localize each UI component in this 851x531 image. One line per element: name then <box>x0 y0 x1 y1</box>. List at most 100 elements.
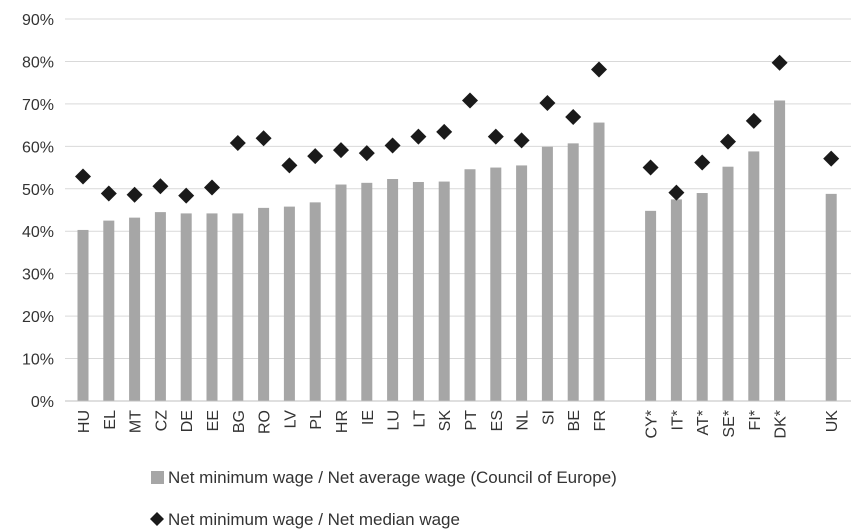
bar <box>516 165 528 401</box>
bar <box>180 213 192 401</box>
x-category-label: MT <box>128 410 145 433</box>
diamond-marker <box>204 179 220 196</box>
x-category-label: HR <box>334 410 351 433</box>
x-category-label: UK <box>824 410 841 433</box>
legend: Net minimum wage / Net average wage (Cou… <box>150 468 617 529</box>
legend-label-bar: Net minimum wage / Net average wage (Cou… <box>168 468 617 487</box>
y-tick-label: 20% <box>22 309 54 326</box>
diamond-marker <box>668 184 685 201</box>
x-category-label: SE* <box>721 410 738 438</box>
y-tick-label: 90% <box>22 12 54 29</box>
y-tick-label: 40% <box>22 224 54 241</box>
diamond-marker <box>100 185 117 202</box>
y-tick-label: 50% <box>22 182 54 199</box>
bar <box>412 181 424 401</box>
bar <box>129 217 141 401</box>
x-axis-category-labels: HU EL MT CZ DE EE BG RO LV PL HR IE LU LT SK PT ES NL SI BE… <box>76 410 841 439</box>
diamond-marker <box>333 142 349 159</box>
x-category-label: RO <box>257 410 274 434</box>
diamond-marker <box>591 61 607 78</box>
diamond-marker <box>745 112 762 129</box>
x-category-label: EE <box>205 410 222 431</box>
bar <box>103 220 115 401</box>
diamond-marker <box>384 137 401 154</box>
x-category-label: IT* <box>669 410 686 430</box>
diamond-marker <box>823 150 840 167</box>
diamond-marker <box>281 157 298 174</box>
diamond-marker <box>436 123 453 140</box>
diamond-marker <box>126 186 143 203</box>
x-category-label: FI* <box>747 410 764 430</box>
diamond-marker <box>462 92 478 109</box>
bar <box>593 122 605 401</box>
y-tick-label: 70% <box>22 97 54 114</box>
bar <box>696 193 708 401</box>
y-tick-label: 10% <box>22 352 54 369</box>
x-category-label: SK <box>437 410 454 432</box>
bar <box>361 182 373 401</box>
bar <box>154 212 166 401</box>
diamond-marker <box>307 148 324 165</box>
legend-swatch-bar <box>151 471 164 484</box>
x-category-label: FR <box>592 410 609 431</box>
diamond-marker <box>539 95 556 112</box>
x-category-label: PL <box>308 410 325 430</box>
legend-label-marker: Net minimum wage / Net median wage <box>168 510 460 529</box>
diamond-marker <box>642 159 659 176</box>
bar <box>258 207 270 401</box>
bar <box>567 143 579 401</box>
diamond-marker <box>720 133 736 150</box>
bar <box>464 169 476 401</box>
x-category-label: DE <box>179 410 196 432</box>
marker-series <box>75 54 840 204</box>
bar <box>232 213 244 401</box>
bar <box>722 166 734 401</box>
diamond-marker <box>513 132 530 149</box>
x-category-label: NL <box>515 410 532 431</box>
x-category-label: BG <box>231 410 248 433</box>
diamond-marker <box>565 109 582 126</box>
bar <box>387 179 399 401</box>
diamond-marker <box>229 134 246 151</box>
bar <box>645 210 657 401</box>
bar <box>490 167 502 401</box>
bar <box>438 181 450 401</box>
bar <box>774 100 786 401</box>
diamond-marker <box>75 168 91 185</box>
diamond-marker <box>410 128 427 145</box>
diamond-marker <box>694 154 711 171</box>
diamond-marker <box>255 130 272 147</box>
legend-item-bar: Net minimum wage / Net average wage (Cou… <box>151 468 617 487</box>
bar <box>541 146 553 401</box>
legend-swatch-diamond-icon <box>150 512 164 526</box>
bar <box>335 184 347 401</box>
x-category-label: LT <box>411 410 428 428</box>
bar <box>670 199 682 401</box>
x-category-label: CY* <box>644 410 661 438</box>
y-axis-tick-labels: 0% 10% 20% 30% 40% 50% 60% 70% 80% 90% <box>22 12 54 411</box>
x-category-label: BE <box>566 410 583 431</box>
diamond-marker <box>178 187 195 204</box>
y-tick-label: 80% <box>22 54 54 71</box>
diamond-marker <box>487 128 504 145</box>
bar <box>283 206 295 401</box>
x-category-label: LU <box>386 410 403 430</box>
bar-series <box>77 100 837 401</box>
x-category-label: EL <box>102 410 119 430</box>
bar <box>309 202 321 401</box>
x-category-label: ES <box>489 410 506 431</box>
bar <box>206 213 218 401</box>
x-category-label: LV <box>282 410 299 429</box>
diamond-marker <box>771 54 788 71</box>
x-category-label: IE <box>360 410 377 425</box>
x-category-label: HU <box>76 410 93 433</box>
bar <box>825 193 837 401</box>
x-category-label: CZ <box>153 410 170 432</box>
y-tick-label: 30% <box>22 267 54 284</box>
x-category-label: DK* <box>773 410 790 438</box>
x-category-label: PT <box>463 410 480 431</box>
diamond-marker <box>358 145 375 162</box>
legend-item-marker: Net minimum wage / Net median wage <box>150 510 460 529</box>
diamond-marker <box>152 178 169 195</box>
